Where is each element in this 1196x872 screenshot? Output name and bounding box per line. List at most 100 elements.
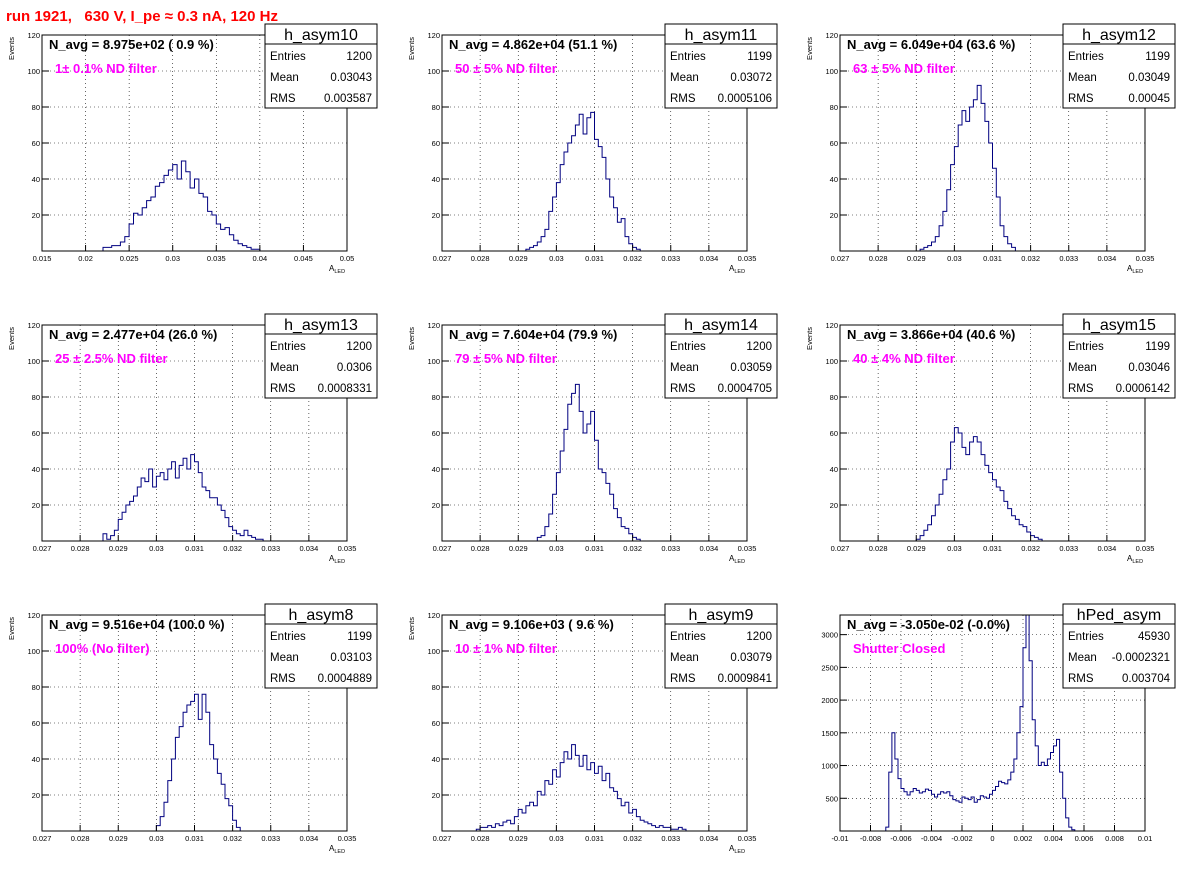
x-axis-title: ALED — [329, 554, 345, 565]
x-axis-title: ALED — [729, 554, 745, 565]
y-tick-label: 500 — [825, 794, 838, 803]
histogram-panel: 0.027 0.028 0.029 0.03 0.031 0.032 0.033 0.034 0… — [805, 23, 1176, 275]
navg-label: N_avg = 2.477e+04 (26.0 %) — [49, 327, 217, 342]
x-axis-title: ALED — [329, 844, 345, 855]
histogram-panel: -0.01 -0.008 -0.006 -0.004 -0.002 0 0.002 0.004… — [821, 603, 1176, 843]
x-tick-label: 0.01 — [1138, 834, 1153, 843]
y-tick-label: 60 — [32, 429, 40, 438]
filter-label: 25 ± 2.5% ND filter — [55, 351, 168, 366]
x-tick-label: 0.029 — [109, 544, 128, 553]
x-tick-label: 0.031 — [983, 544, 1002, 553]
x-tick-label: 0.029 — [509, 544, 528, 553]
histogram-panel: 0.027 0.028 0.029 0.03 0.031 0.032 0.033 0.034 0… — [407, 603, 778, 855]
stats-box — [664, 313, 778, 399]
stats-histogram-name: hPed_asym — [1077, 607, 1162, 624]
x-axis-title: ALED — [329, 264, 345, 275]
y-tick-label: 80 — [432, 103, 440, 112]
histogram-panel: 0.027 0.028 0.029 0.03 0.031 0.032 0.033 0.034 0… — [407, 313, 778, 565]
y-tick-label: 40 — [32, 465, 40, 474]
y-tick-label: 2000 — [821, 696, 838, 705]
x-tick-label: 0.029 — [509, 834, 528, 843]
stats-row-label: RMS — [670, 93, 696, 105]
x-tick-label: 0.033 — [1059, 254, 1078, 263]
x-axis-title-sub: LED — [734, 849, 745, 855]
stats-row-label: Mean — [1068, 362, 1097, 374]
x-axis-title-sub: LED — [334, 849, 345, 855]
navg-label: N_avg = 9.516e+04 (100.0 %) — [49, 617, 225, 632]
stats-row-value: 0.0306 — [337, 362, 372, 374]
stats-row-value: 0.00045 — [1128, 93, 1170, 105]
x-tick-label: 0.032 — [623, 254, 642, 263]
x-tick-label: 0.032 — [623, 544, 642, 553]
x-tick-label: 0.034 — [699, 254, 718, 263]
y-tick-label: 120 — [27, 31, 40, 40]
stats-histogram-name: h_asym9 — [689, 607, 754, 624]
y-axis-title: Events — [407, 617, 416, 640]
y-tick-label: 20 — [830, 501, 838, 510]
y-axis-title: Events — [7, 327, 16, 350]
stats-row-value: 0.03079 — [730, 652, 772, 664]
y-tick-label: 80 — [432, 393, 440, 402]
x-tick-label: 0.034 — [699, 544, 718, 553]
stats-row-value: 1200 — [346, 51, 372, 63]
y-tick-label: 20 — [830, 211, 838, 220]
y-tick-label: 1000 — [821, 762, 838, 771]
y-tick-label: 80 — [830, 393, 838, 402]
x-tick-label: 0.027 — [33, 544, 52, 553]
stats-box — [1062, 313, 1176, 399]
stats-box — [664, 603, 778, 689]
x-tick-label: 0.03 — [549, 544, 564, 553]
x-tick-label: 0.028 — [471, 254, 490, 263]
y-tick-label: 100 — [427, 357, 440, 366]
x-tick-label: 0.032 — [1021, 544, 1040, 553]
stats-row-label: Mean — [670, 72, 699, 84]
x-axis-title-sub: LED — [1132, 559, 1143, 565]
stats-row-label: Entries — [270, 51, 306, 63]
stats-row-value: -0.0002321 — [1112, 652, 1170, 664]
x-axis-title-sub: LED — [334, 559, 345, 565]
stats-row-label: Entries — [1068, 631, 1104, 643]
stats-row-value: 1199 — [1145, 51, 1170, 63]
stats-row-value: 0.003704 — [1122, 673, 1171, 685]
y-tick-label: 20 — [432, 211, 440, 220]
x-tick-label: 0.031 — [185, 834, 204, 843]
y-tick-label: 120 — [27, 611, 40, 620]
histogram-series — [536, 383, 641, 541]
x-axis-title-main: A — [729, 554, 735, 563]
y-tick-label: 100 — [427, 67, 440, 76]
x-tick-label: 0.03 — [149, 544, 164, 553]
x-tick-label: 0.029 — [907, 544, 926, 553]
navg-label: N_avg = 7.604e+04 (79.9 %) — [449, 327, 617, 342]
stats-row-label: RMS — [670, 383, 696, 395]
x-tick-label: 0.029 — [509, 254, 528, 263]
x-tick-label: 0.03 — [549, 254, 564, 263]
y-tick-label: 80 — [32, 103, 40, 112]
stats-row-label: Entries — [670, 51, 706, 63]
stats-row-label: RMS — [1068, 673, 1094, 685]
y-tick-label: 100 — [427, 647, 440, 656]
histogram-series — [102, 454, 264, 541]
stats-row-value: 0.0006142 — [1116, 383, 1170, 395]
navg-label: N_avg = -3.050e-02 (-0.0%) — [847, 617, 1010, 632]
x-tick-label: 0.032 — [223, 834, 242, 843]
y-tick-label: 20 — [32, 501, 40, 510]
x-tick-label: 0.034 — [299, 544, 318, 553]
y-tick-label: 20 — [32, 791, 40, 800]
x-tick-label: 0.034 — [299, 834, 318, 843]
stats-histogram-name: h_asym14 — [684, 317, 758, 334]
stats-row-label: Entries — [270, 341, 306, 353]
stats-row-label: Mean — [270, 362, 299, 374]
stats-box — [1062, 603, 1176, 689]
y-tick-label: 40 — [432, 755, 440, 764]
x-tick-label: 0.004 — [1044, 834, 1063, 843]
x-tick-label: 0.033 — [261, 544, 280, 553]
x-axis-title-sub: LED — [334, 269, 345, 275]
y-tick-label: 100 — [825, 357, 838, 366]
stats-row-value: 0.03049 — [1128, 72, 1170, 84]
x-axis-title-main: A — [729, 844, 735, 853]
x-axis-title: ALED — [1127, 554, 1143, 565]
stats-row-value: 1200 — [746, 631, 772, 643]
histogram-series — [919, 84, 1016, 251]
stats-box — [264, 23, 378, 109]
y-tick-label: 100 — [27, 647, 40, 656]
